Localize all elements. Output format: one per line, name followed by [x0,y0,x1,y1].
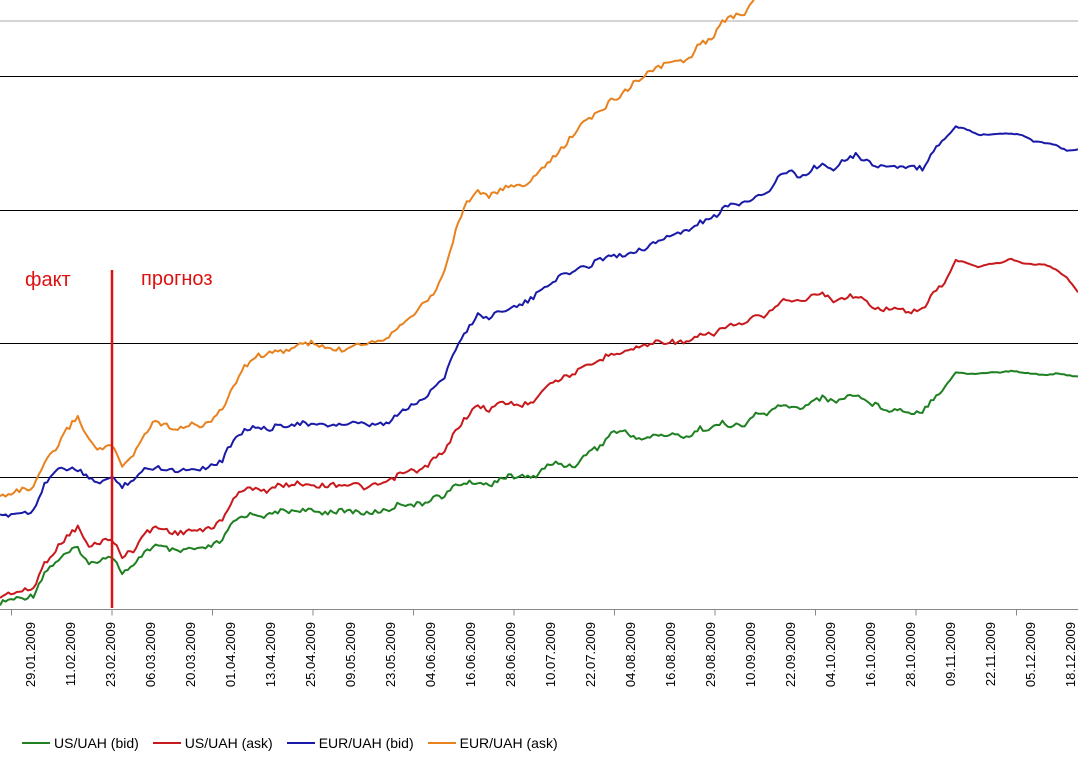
legend-item-us-ask: US/UAH (ask) [152,735,273,751]
x-tick-label: 06.03.2009 [143,622,158,687]
x-tick-label: 04.06.2009 [423,622,438,687]
series-layer [0,0,1078,606]
x-tick-label: 23.02.2009 [103,622,118,687]
x-tick-label: 29.08.2009 [703,622,718,687]
x-tick-label: 16.06.2009 [463,622,478,687]
x-tick-label: 01.04.2009 [223,622,238,687]
x-tick-label: 16.10.2009 [863,622,878,687]
series-line-eur-uah-ask [0,0,755,498]
x-tick-label: 18.12.2009 [1063,622,1078,687]
x-tick-label: 22.11.2009 [983,622,998,686]
x-tick-label: 25.04.2009 [303,622,318,687]
legend-swatch-eur-ask [427,742,456,744]
x-axis: 29.01.2009 11.02.2009 23.02.2009 06.03.2009… [0,609,1078,687]
fact-label: факт [25,269,71,291]
series-line-us-uah-ask [0,257,1078,599]
x-tick-label: 23.05.2009 [383,622,398,687]
chart-svg: 29.01.2009 11.02.2009 23.02.2009 06.03.2009… [0,0,1078,687]
x-tick-label: 29.01.2009 [23,622,38,687]
x-tick-label: 10.09.2009 [743,622,758,687]
legend-label-us-ask: US/UAH (ask) [184,735,273,751]
x-tick-label: 16.08.2009 [663,622,678,687]
x-tick-label: 20.03.2009 [183,622,198,687]
series-line-eur-uah-bid [0,125,1078,518]
x-tick-label: 28.10.2009 [903,622,918,687]
x-tick-label: 22.07.2009 [583,622,598,687]
legend-item-eur-ask: EUR/UAH (ask) [427,735,558,751]
forecast-label: прогноз [141,268,212,290]
legend-item-eur-bid: EUR/UAH (bid) [286,735,414,751]
series-line-us-uah-bid [0,369,1078,606]
x-tick-label: 05.12.2009 [1023,622,1038,687]
x-tick-label: 04.08.2009 [623,622,638,687]
legend-label-eur-ask: EUR/UAH (ask) [459,735,558,751]
legend: US/UAH (bid) US/UAH (ask) EUR/UAH (bid) … [22,735,572,751]
x-tick-label: 09.05.2009 [343,622,358,687]
x-tick-label: 11.02.2009 [63,622,78,686]
legend-swatch-us-bid [22,742,50,744]
legend-swatch-us-ask [152,742,181,744]
gridlines [0,76,1078,478]
x-tick-label: 22.09.2009 [783,622,798,687]
legend-label-eur-bid: EUR/UAH (bid) [318,735,414,751]
x-tick-label: 04.10.2009 [823,622,838,687]
legend-swatch-eur-bid [286,742,315,744]
x-tick-label: 28.06.2009 [503,622,518,687]
legend-label-us-bid: US/UAH (bid) [54,735,139,751]
x-tick-label: 13.04.2009 [263,622,278,687]
x-tick-label: 10.07.2009 [543,622,558,687]
legend-item-us-bid: US/UAH (bid) [22,735,139,751]
x-tick-label: 09.11.2009 [943,622,958,686]
